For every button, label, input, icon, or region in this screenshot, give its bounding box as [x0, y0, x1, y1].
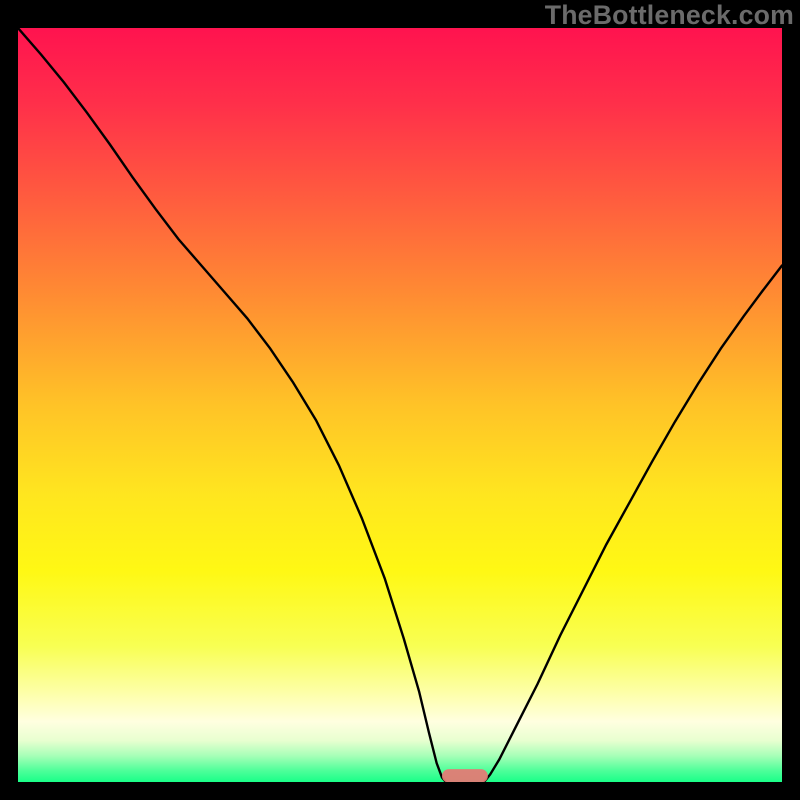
gradient-background: [18, 28, 782, 782]
plot-area: [18, 28, 782, 782]
bottleneck-chart: [18, 28, 782, 782]
optimum-marker: [442, 769, 488, 782]
watermark-text: TheBottleneck.com: [545, 0, 794, 31]
outer-frame: [18, 28, 782, 782]
